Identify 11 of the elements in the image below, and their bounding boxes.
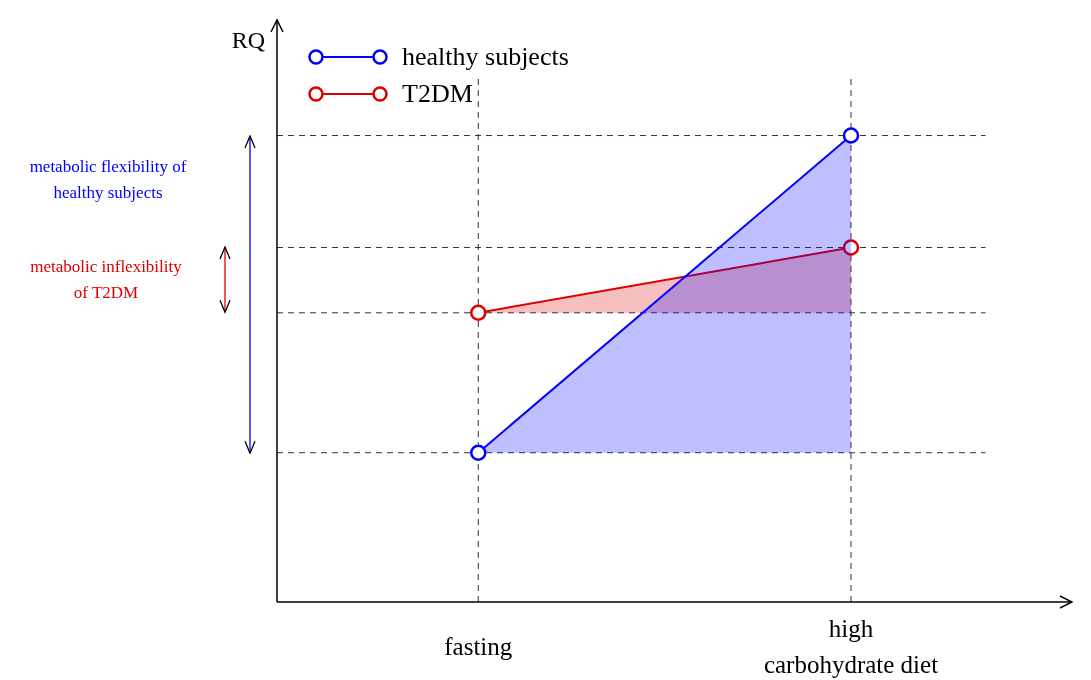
y-axis-title: RQ [231, 26, 265, 53]
text: metabolic inflexibility of T2DM [30, 256, 183, 302]
x-tick-label: fasting [444, 632, 513, 660]
legend-label: T2DM [402, 78, 473, 109]
x-tick-label: high carbohydrate diet [763, 614, 939, 678]
text: metabolic flexibility of healthy subjects [29, 156, 187, 202]
point [470, 444, 487, 461]
point [470, 304, 487, 322]
legend-label: healthy subjects [402, 41, 569, 72]
point [842, 127, 860, 144]
point [842, 239, 860, 256]
